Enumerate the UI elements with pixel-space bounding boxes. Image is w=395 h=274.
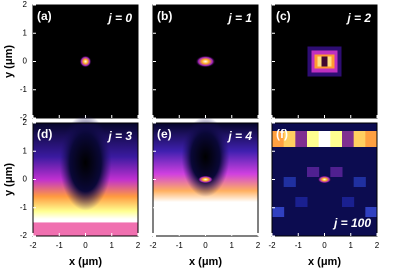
y-tick-label: 2	[23, 0, 28, 9]
y-tick-label: -2	[20, 113, 28, 122]
x-tick-label: -1	[56, 241, 64, 250]
intensity-cell	[330, 131, 343, 147]
x-tick-label: -2	[149, 241, 157, 250]
intensity-spot	[317, 175, 332, 184]
x-tick-label: 0	[83, 241, 88, 250]
x-tick-label: 1	[110, 241, 115, 250]
panel: 2 1 0 -1 -2 (a) j = 0 y (μm)	[3, 0, 139, 122]
intensity-dip	[181, 116, 230, 197]
y-axis-label: y (μm)	[3, 45, 15, 78]
panel-j-label: j = 2	[345, 11, 371, 25]
y-axis-label: y (μm)	[3, 163, 15, 196]
panel-label: (a)	[37, 9, 52, 23]
intensity-cell	[330, 167, 343, 177]
x-axis-label: x (μm)	[69, 256, 102, 268]
x-tick-label: 1	[349, 241, 354, 250]
panel-j-label: j = 4	[226, 129, 252, 143]
intensity-spot	[79, 55, 92, 68]
y-tick-label: 1	[23, 28, 28, 37]
panel-j-label: j = 0	[106, 11, 132, 25]
intensity-dip	[59, 114, 112, 211]
panel: -2 -1 0 1 2 2 1 0 -1 -2 (d) j = 3 x (μm) y (μm)	[3, 114, 141, 268]
intensity-cell	[307, 167, 320, 177]
y-tick-label: -2	[20, 231, 28, 240]
y-tick-label: -1	[20, 203, 28, 212]
panel-label: (c)	[276, 9, 291, 23]
x-tick-label: 1	[230, 241, 235, 250]
panel-label: (e)	[157, 127, 172, 141]
intensity-core	[321, 56, 328, 67]
x-tick-label: 2	[375, 241, 380, 250]
x-tick-label: 0	[322, 241, 327, 250]
intensity-cell	[272, 207, 285, 217]
intensity-cell	[365, 207, 378, 217]
x-tick-label: 2	[136, 241, 141, 250]
intensity-cell	[365, 131, 378, 147]
intensity-band	[33, 222, 138, 236]
intensity-cell	[318, 131, 331, 147]
x-tick-label: -1	[295, 241, 303, 250]
panel-label: (f)	[276, 127, 288, 141]
intensity-cell	[283, 177, 296, 187]
intensity-cell	[283, 131, 296, 147]
panel-j-label: j = 3	[106, 129, 132, 143]
y-tick-label: -1	[20, 85, 28, 94]
intensity-cell	[342, 131, 355, 147]
panel: (c) j = 2	[271, 4, 378, 119]
x-axis-label: x (μm)	[308, 256, 341, 268]
intensity-cell	[295, 131, 308, 147]
y-tick-label: 0	[23, 57, 28, 66]
panel: -2 -1 0 1 2 (f) j = 100 x (μm)	[268, 122, 380, 268]
intensity-cell	[307, 131, 320, 147]
panel-j-label: j = 1	[226, 11, 252, 25]
x-tick-label: 0	[203, 241, 208, 250]
panel-label: (d)	[37, 127, 52, 141]
x-tick-label: -1	[176, 241, 184, 250]
intensity-spot	[197, 175, 214, 184]
intensity-spot	[195, 55, 216, 68]
panel: -2 -1 0 1 2 (e) j = 4 x (μm)	[149, 116, 261, 268]
x-tick-label: -2	[268, 241, 276, 250]
x-tick-label: -2	[29, 241, 37, 250]
panel-j-label: j = 100	[332, 216, 371, 230]
x-axis-label: x (μm)	[189, 256, 222, 268]
y-tick-label: 0	[23, 175, 28, 184]
intensity-cell	[272, 131, 285, 147]
intensity-cell	[342, 197, 355, 207]
x-tick-label: 2	[256, 241, 261, 250]
intensity-cell	[353, 131, 366, 147]
intensity-cell	[353, 177, 366, 187]
y-tick-label: 1	[23, 146, 28, 155]
panel: (b) j = 1	[152, 4, 259, 119]
y-tick-label: 2	[23, 118, 28, 127]
intensity-cell	[295, 197, 308, 207]
panel-label: (b)	[157, 9, 172, 23]
